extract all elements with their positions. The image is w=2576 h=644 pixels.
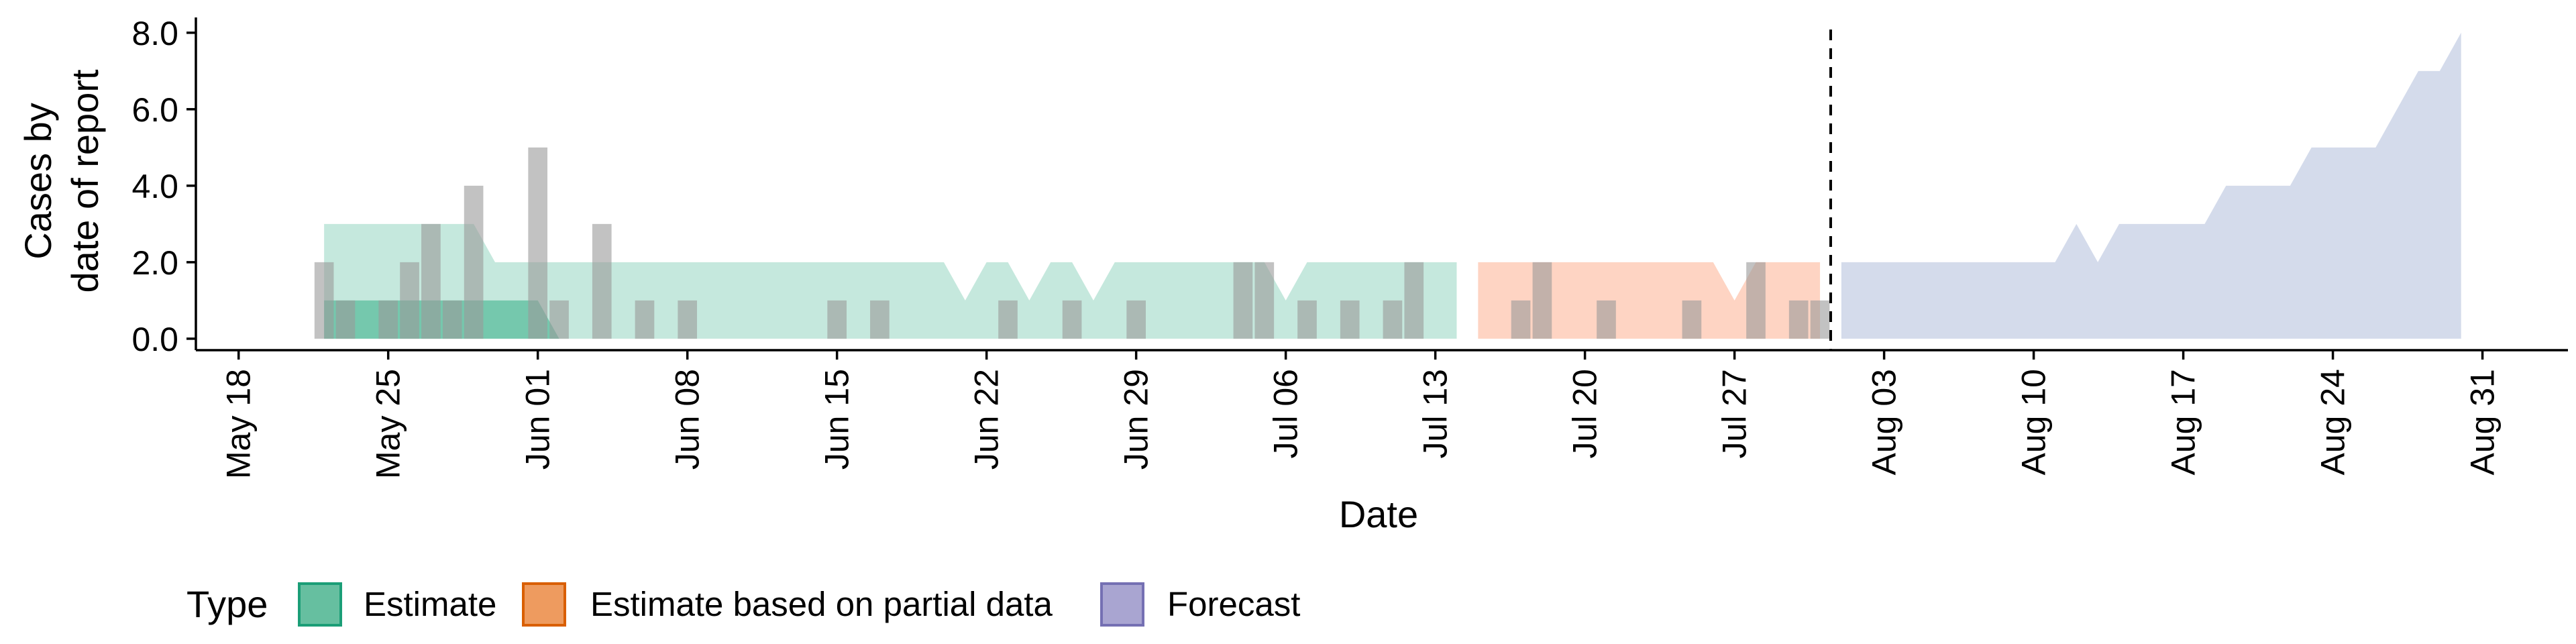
legend-key-partial [522, 582, 566, 627]
y-tick-label: 4.0 [131, 168, 178, 205]
reported-case-bar [464, 185, 484, 339]
x-tick-label: Jun 01 [519, 369, 557, 470]
x-tick-label: Jun 08 [669, 369, 706, 470]
plot-area: 0.0 2.0 4.0 6.0 8.0 May 18 May 25 Jun 01 Jun 08… [131, 15, 2568, 479]
x-axis-title: Date [1339, 493, 1418, 535]
legend-label-partial: Estimate based on partial data [590, 585, 1053, 623]
reported-case-bar [1383, 300, 1403, 339]
x-tick-label: Jul 20 [1566, 369, 1604, 458]
y-tick-label: 6.0 [131, 91, 178, 129]
y-tick-label: 0.0 [131, 321, 178, 358]
reported-case-bar [400, 262, 419, 339]
x-tick-label: Jul 06 [1267, 369, 1305, 458]
reported-case-bar [1062, 300, 1082, 339]
legend: Type Estimate Estimate based on partial … [186, 582, 1300, 627]
x-tick-label: Jul 13 [1417, 369, 1454, 458]
reported-case-bar [870, 300, 890, 339]
y-tick-label: 8.0 [131, 15, 178, 52]
reported-case-bar [421, 223, 441, 339]
y-axis-title-line-2: date of report [64, 69, 106, 293]
reported-case-bar [827, 300, 847, 339]
x-tick-label: Aug 17 [2165, 369, 2202, 475]
reported-case-bar [1233, 262, 1253, 339]
reported-case-bar [314, 262, 334, 339]
y-tick-label: 2.0 [131, 244, 178, 282]
reported-case-bar [1532, 262, 1552, 339]
legend-key-forecast [1100, 582, 1144, 627]
reported-case-bar [335, 300, 356, 339]
x-tick-label: Jun 15 [818, 369, 856, 470]
reported-case-bar [528, 147, 548, 339]
reported-case-bar [635, 300, 655, 339]
legend-label-forecast: Forecast [1167, 585, 1300, 623]
legend-label-estimate: Estimate [364, 585, 496, 623]
x-tick-label: Aug 10 [2015, 369, 2053, 475]
estimate-bands [324, 32, 2461, 339]
x-tick-label: Jun 29 [1118, 369, 1155, 470]
legend-key-estimate [298, 582, 342, 627]
reported-case-bar [549, 300, 569, 339]
reported-case-bar [1597, 300, 1616, 339]
x-tick-label: May 25 [370, 369, 407, 479]
reported-case-bar [1746, 262, 1766, 339]
reported-case-bar [998, 300, 1018, 339]
x-axis-ticks: May 18 May 25 Jun 01 Jun 08 Jun 15 Jun 22 Jun … [220, 350, 2502, 479]
y-axis-title-line-1: Cases by [17, 103, 59, 259]
reported-case-bar [1788, 300, 1809, 339]
reported-case-bar [1297, 300, 1317, 339]
reported-case-bar [1810, 300, 1830, 339]
reported-case-bar [1682, 300, 1702, 339]
x-tick-label: Jun 22 [968, 369, 1006, 470]
reported-case-bars [314, 147, 1830, 339]
x-tick-label: Aug 03 [1866, 369, 1903, 475]
reported-case-bar [592, 223, 612, 339]
reported-case-bar [1511, 300, 1531, 339]
reported-case-bar [442, 300, 462, 339]
band-90-estimate-based-on-partial-data [1478, 262, 1821, 339]
reported-case-bar [1126, 300, 1146, 339]
band-90-forecast [1841, 32, 2461, 339]
reported-case-bar [1340, 300, 1360, 339]
reported-case-bar [378, 300, 398, 339]
band-50-estimate [324, 300, 559, 339]
reported-case-bar [1404, 262, 1424, 339]
y-axis-ticks: 0.0 2.0 4.0 6.0 8.0 [131, 15, 196, 358]
x-tick-label: May 18 [220, 369, 258, 479]
x-tick-label: Aug 31 [2464, 369, 2502, 475]
x-tick-label: Aug 24 [2314, 369, 2352, 475]
reported-case-bar [1254, 262, 1275, 339]
legend-title: Type [186, 583, 268, 625]
x-tick-label: Jul 27 [1716, 369, 1754, 458]
reported-case-bar [678, 300, 698, 339]
